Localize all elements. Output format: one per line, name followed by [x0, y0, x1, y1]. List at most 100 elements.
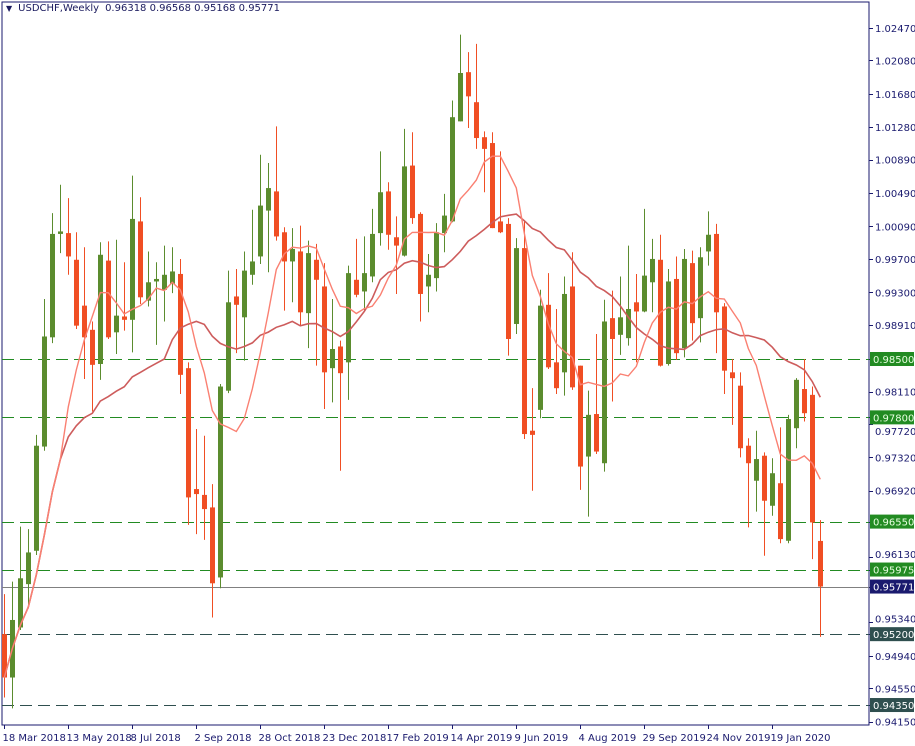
price-level-labels: 0.98500 0.97800 0.96550 0.95975 0.95200 0.943…	[869, 352, 914, 713]
candle-body	[346, 273, 351, 363]
x-tick-label: 8 Jul 2018	[131, 733, 181, 744]
candle-bearish	[474, 43, 479, 149]
candle-body	[442, 215, 447, 234]
candle-bearish	[730, 359, 735, 425]
y-axis: 1.02470 1.02080 1.01680 1.01280 1.00890 1.004…	[869, 24, 915, 729]
candle-bearish	[122, 262, 127, 331]
candle-bearish	[530, 388, 535, 491]
candle-bullish	[266, 163, 271, 273]
candle-body	[378, 192, 383, 234]
candle-bearish	[522, 220, 527, 440]
candle-body	[122, 316, 127, 320]
candle-body	[50, 233, 55, 338]
candle-body	[138, 221, 143, 298]
candle-bearish	[690, 250, 695, 341]
candle-body	[762, 455, 767, 501]
candle-body	[106, 260, 111, 338]
candle-body	[466, 72, 471, 97]
candle-bearish	[314, 243, 319, 366]
price-level-label-text: 0.94350	[873, 701, 914, 712]
candle-bullish	[538, 289, 543, 419]
candle-bullish	[154, 262, 159, 345]
candle-bullish	[442, 193, 447, 253]
candle-body	[354, 279, 359, 295]
symbol-timeframe: USDCHF,Weekly	[18, 3, 100, 14]
candle-bullish	[514, 238, 519, 334]
candle-bullish	[170, 247, 175, 294]
candle-body	[306, 253, 311, 314]
moving-averages	[3, 155, 822, 678]
candle-body	[810, 394, 815, 523]
candle-bullish	[250, 209, 255, 285]
candle-body	[522, 248, 527, 435]
candle-body	[730, 372, 735, 379]
candle-bullish	[706, 211, 711, 266]
candle-body	[242, 270, 247, 318]
candle-bearish	[178, 258, 183, 395]
candle-bearish	[810, 386, 815, 560]
candle-body	[194, 489, 199, 495]
candle-bullish	[130, 175, 135, 353]
y-tick-label: 0.97320	[875, 453, 915, 464]
candle-body	[642, 275, 647, 312]
candle-bullish	[258, 154, 263, 264]
candle-body	[18, 578, 23, 628]
candle-body	[458, 73, 463, 122]
candle-bearish	[74, 232, 79, 329]
candle-body	[482, 137, 487, 149]
price-level-label	[870, 562, 914, 577]
candle-bullish	[618, 276, 623, 355]
y-tick-label: 1.02080	[875, 56, 915, 67]
candle-bearish	[746, 438, 751, 528]
candle-bullish	[754, 430, 759, 512]
candle-body	[514, 248, 519, 324]
candle-bullish	[666, 268, 671, 366]
candle-body	[682, 258, 687, 349]
candle-body	[770, 473, 775, 506]
candle-body	[314, 259, 319, 280]
candle-bullish	[378, 151, 383, 246]
candle-bearish	[82, 247, 87, 380]
y-tick-label: 0.98910	[875, 321, 915, 332]
plot-frame	[1, 1, 870, 726]
candle-body	[282, 232, 287, 262]
x-tick-label: 4 Aug 2019	[579, 733, 637, 744]
price-level-label	[870, 514, 914, 529]
candle-bearish	[738, 372, 743, 458]
candle-bullish	[162, 245, 167, 322]
y-tick-label: 0.94550	[875, 684, 915, 695]
price-level-label-text: 0.97800	[873, 413, 914, 424]
candle-bearish	[138, 197, 143, 304]
candle-bearish	[66, 198, 71, 275]
candle-bearish	[466, 52, 471, 129]
candle-body	[562, 293, 567, 373]
candle-bullish	[458, 34, 463, 122]
candle-bearish	[410, 132, 415, 224]
candle-body	[418, 213, 423, 294]
triangle-down-icon[interactable]: ▼	[6, 4, 13, 13]
candle-bearish	[354, 238, 359, 298]
candle-body	[386, 191, 391, 235]
y-tick-label: 1.02470	[875, 24, 915, 35]
candle-bullish	[642, 208, 647, 313]
candle-body	[666, 281, 671, 365]
candle-body	[690, 263, 695, 324]
candle-bullish	[698, 247, 703, 343]
candle-bullish	[114, 239, 119, 354]
y-tick-label: 0.96130	[875, 550, 915, 561]
candle-bearish	[546, 273, 551, 370]
candle-bullish	[794, 378, 799, 449]
candle-body	[42, 336, 47, 447]
candle-bullish	[450, 100, 455, 223]
y-tick-label: 1.01680	[875, 90, 915, 101]
candle-body	[210, 507, 215, 584]
price-level-label	[870, 698, 914, 713]
candle-body	[474, 102, 479, 139]
fast-moving-average-line	[3, 155, 821, 678]
candle-body	[370, 233, 375, 277]
x-tick-label: 2 Sep 2018	[195, 733, 252, 744]
x-tick-label: 24 Nov 2019	[707, 733, 771, 744]
candle-bearish	[282, 227, 287, 311]
candle-body	[578, 365, 583, 467]
